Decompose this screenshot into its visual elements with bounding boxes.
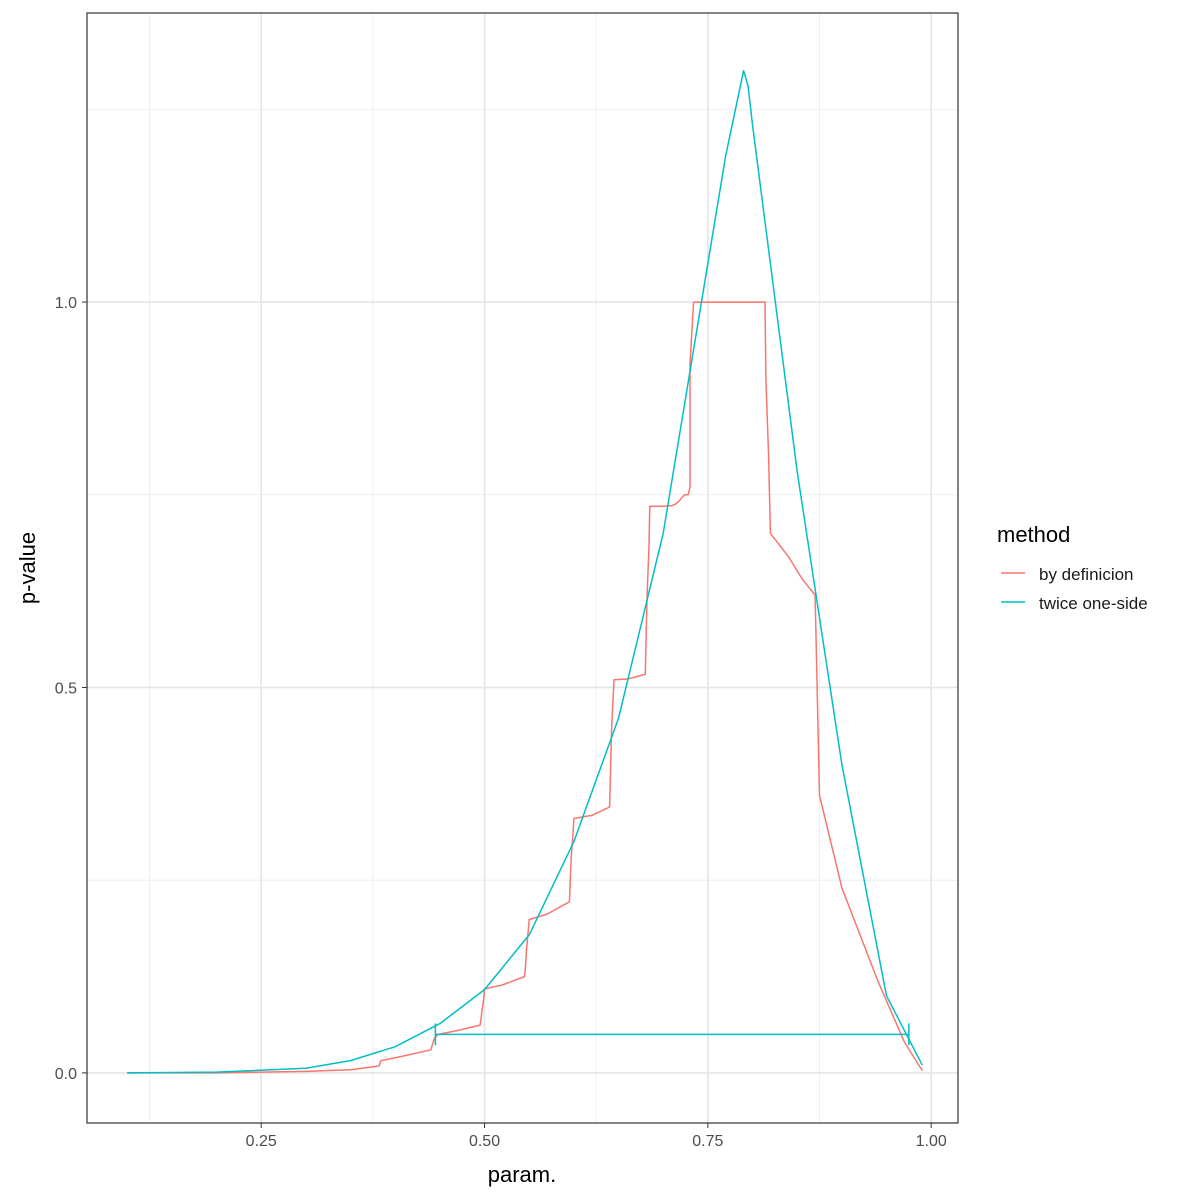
x-tick-label: 0.75 — [692, 1133, 723, 1150]
legend-title: method — [997, 522, 1070, 547]
series-line-twice-one-side — [127, 70, 923, 1074]
legend-label-by-definicion: by definicion — [1039, 565, 1134, 584]
x-axis: 0.25 0.50 0.75 1.00 — [246, 1123, 947, 1150]
y-tick-label: 1.0 — [55, 295, 77, 312]
minor-grid — [87, 13, 958, 1123]
y-tick-label: 0.5 — [55, 680, 77, 697]
panel-border — [86, 12, 959, 1124]
x-tick-label: 1.00 — [916, 1133, 947, 1150]
panel-background — [87, 13, 958, 1123]
series-layer — [127, 70, 923, 1074]
legend: method by definicion twice one-side — [997, 522, 1148, 613]
x-axis-title: param. — [488, 1162, 556, 1187]
y-axis-title: p-value — [15, 532, 40, 604]
legend-label-twice-one-side: twice one-side — [1039, 594, 1148, 613]
y-axis: 0.0 0.5 1.0 — [55, 295, 87, 1083]
y-tick-label: 0.0 — [55, 1066, 77, 1083]
series-line-by-definicion — [127, 301, 923, 1074]
x-tick-label: 0.50 — [469, 1133, 500, 1150]
x-tick-label: 0.25 — [246, 1133, 277, 1150]
